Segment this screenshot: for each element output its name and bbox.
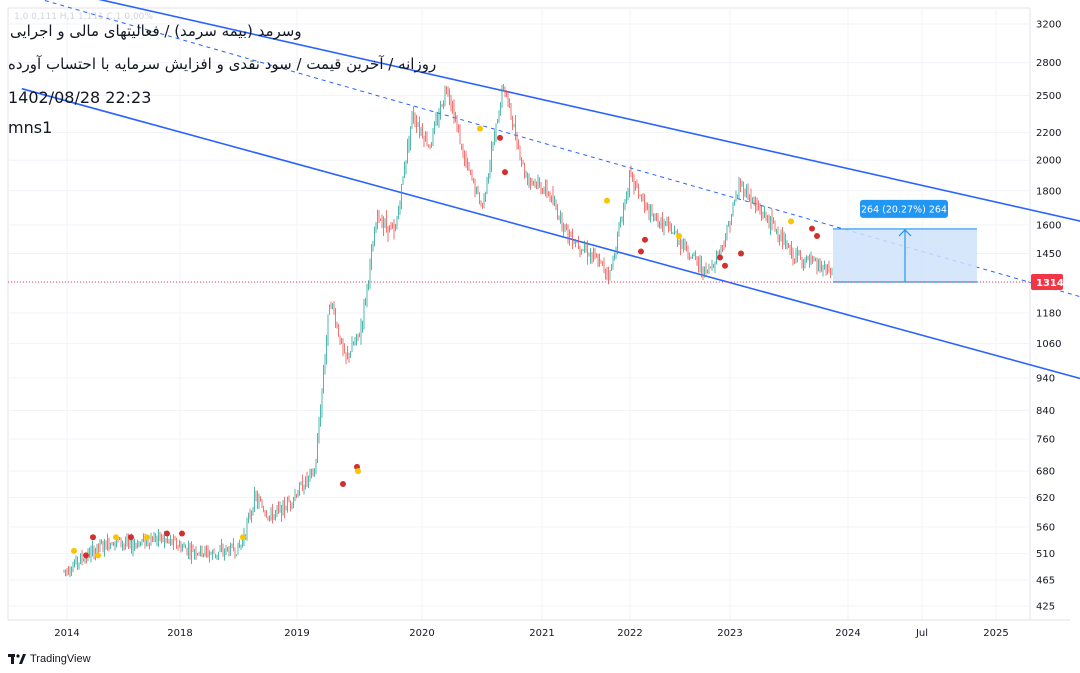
candlestick-series xyxy=(63,83,833,578)
dividend-marker xyxy=(240,534,246,541)
event-markers[interactable] xyxy=(71,125,820,559)
y-tick-label: 560 xyxy=(1036,522,1055,533)
dividend-marker xyxy=(95,552,101,559)
dividend-marker xyxy=(71,547,77,554)
x-tick-label: 2025 xyxy=(983,628,1008,639)
y-tick-label: 620 xyxy=(1036,493,1055,504)
last-price-badge xyxy=(1031,274,1063,290)
dividend-marker xyxy=(676,232,682,239)
event-marker xyxy=(638,248,644,255)
measure-arrow-head xyxy=(898,229,912,237)
event-marker xyxy=(814,232,820,239)
x-tick-label: 2018 xyxy=(167,628,192,639)
x-tick-label: 2024 xyxy=(835,628,860,639)
dividend-marker xyxy=(355,468,361,475)
y-tick-label: 2200 xyxy=(1036,128,1061,139)
brand-label: TradingView xyxy=(30,653,91,665)
event-marker xyxy=(90,534,96,541)
measure-label-badge xyxy=(860,199,948,218)
event-marker xyxy=(717,254,723,261)
y-tick-label: 3200 xyxy=(1036,20,1061,31)
dividend-marker xyxy=(477,125,483,132)
x-tick-label: 2020 xyxy=(409,628,434,639)
x-tick-label: 2019 xyxy=(284,628,309,639)
y-tick-label: 2800 xyxy=(1036,58,1061,69)
x-tick-label: 2021 xyxy=(529,628,554,639)
event-marker xyxy=(128,534,134,541)
chart-author: mns1 xyxy=(8,118,53,137)
event-marker xyxy=(340,481,346,488)
event-marker xyxy=(738,250,744,257)
x-tick-label: Jul xyxy=(915,628,928,639)
price-range-measure[interactable]: 264 (20.27%) 264 xyxy=(833,199,977,283)
y-tick-label: 1060 xyxy=(1036,339,1061,350)
dividend-marker xyxy=(604,197,610,204)
y-tick-label: 1180 xyxy=(1036,308,1061,319)
y-tick-label: 680 xyxy=(1036,467,1055,478)
regression-channel[interactable] xyxy=(21,0,1080,451)
event-marker xyxy=(642,236,648,243)
event-marker xyxy=(502,169,508,176)
event-marker xyxy=(164,530,170,537)
y-tick-label: 465 xyxy=(1036,576,1055,587)
channel-lower-line xyxy=(21,87,1080,380)
tradingview-brand[interactable]: TradingView xyxy=(8,653,91,665)
last-price-label: 1314 xyxy=(1036,278,1064,289)
y-tick-label: 1600 xyxy=(1036,220,1061,231)
dividend-marker xyxy=(788,218,794,225)
event-marker xyxy=(497,134,503,141)
event-marker xyxy=(179,530,185,537)
y-tick-label: 840 xyxy=(1036,406,1055,417)
channel-upper-line xyxy=(98,0,1080,222)
x-tick-label: 2022 xyxy=(617,628,642,639)
y-tick-label: 510 xyxy=(1036,549,1055,560)
y-tick-label: 425 xyxy=(1036,602,1055,613)
event-marker xyxy=(83,552,89,559)
y-tick-label: 2500 xyxy=(1036,91,1061,102)
y-tick-label: 940 xyxy=(1036,374,1055,385)
event-marker xyxy=(809,225,815,232)
chart-subtitle: روزانه / آخرین قیمت / سود نقدی و افزایش … xyxy=(8,55,437,73)
y-tick-label: 1800 xyxy=(1036,186,1061,197)
chart-title: وسرمد (بیمه سرمد) / فعالیتهای مالی و اجر… xyxy=(10,22,302,40)
y-tick-label: 760 xyxy=(1036,435,1055,446)
ohlc-readout: 1,0 0,111 H,1 1,111 C,1 0,00% xyxy=(14,12,153,22)
price-axis[interactable]: 3200 2800 2500 2200 2000 1800 1600 1450 1180 1060… xyxy=(8,20,1064,613)
x-tick-label: 2014 xyxy=(54,628,79,639)
time-axis[interactable]: 2014 2018 2019 2020 2021 2022 2023 2024 Jul 2025 xyxy=(8,619,1070,639)
tradingview-logo-icon xyxy=(8,654,26,664)
grid xyxy=(7,7,1031,621)
y-tick-label: 2000 xyxy=(1036,156,1061,167)
event-marker xyxy=(722,262,728,269)
dividend-marker xyxy=(113,534,119,541)
x-tick-label: 2023 xyxy=(717,628,742,639)
y-tick-label: 1450 xyxy=(1036,249,1061,260)
dividend-marker xyxy=(144,534,150,541)
measure-label: 264 (20.27%) 264 xyxy=(861,204,947,215)
chart-datetime: 1402/08/28 22:23 xyxy=(8,88,152,107)
plot-border xyxy=(7,7,1031,621)
